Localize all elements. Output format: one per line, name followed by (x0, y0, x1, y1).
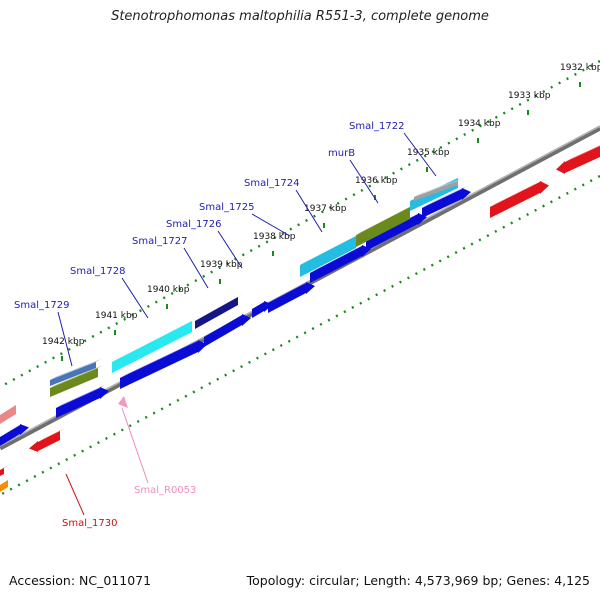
gene-label-smal-1727: Smal_1727 (132, 236, 187, 247)
gene-block-small-fwd (252, 299, 273, 318)
tick-track-lines (0, 59, 600, 497)
accession-text: Accession: NC_011071 (9, 573, 152, 588)
leader-line-smal-1727 (183, 247, 209, 289)
gene-block-1730-rev (29, 428, 65, 452)
gene-block-1724-cog (300, 233, 361, 277)
tick-label-1934: 1934 kbp (458, 119, 501, 129)
gene-label-smal-1728: Smal_1728 (70, 266, 125, 277)
tick-label-1942: 1942 kbp (42, 337, 85, 347)
tick-label-1935: 1935 kbp (407, 148, 450, 158)
gene-block-1729-cog-b (50, 359, 101, 386)
tick-label-1938: 1938 kbp (253, 232, 296, 242)
gene-label-smal-1730: Smal_1730 (62, 518, 117, 529)
rna-marker-r0053 (118, 396, 128, 408)
gene-block-1722-grey (414, 178, 463, 201)
leader-line-murb (349, 159, 379, 204)
gene-label-smal-1729: Smal_1729 (14, 300, 69, 311)
gene-label-smal-r0053: Smal_R0053 (134, 485, 196, 496)
gene-block-1727-cog (195, 294, 243, 329)
leader-line-smal-1724 (295, 189, 323, 233)
gene-block-1726-fwd (204, 312, 251, 347)
leader-line-smal-1730 (65, 473, 85, 516)
tick-label-1939: 1939 kbp (200, 260, 243, 270)
gene-block-1725-fwd (268, 280, 315, 313)
gene-block-1724-fwd (310, 243, 371, 283)
kbp-ticks: 1932 kbp 1933 kbp 1934 kbp 1935 kbp 1936 kbp… (42, 63, 600, 361)
gene-label-smal-1725: Smal_1725 (199, 202, 254, 213)
gene-block-edge-fwd (0, 422, 29, 446)
gene-block-1728-fwd (120, 338, 207, 389)
gene-block-rev-2 (556, 145, 600, 174)
gene-block-edge-pink (0, 402, 21, 424)
gene-label-smal-1726: Smal_1726 (166, 219, 221, 230)
gene-label-smal-1722: Smal_1722 (349, 121, 404, 132)
gene-block-murb-cog (356, 204, 415, 247)
leader-line-smal-1728 (121, 277, 149, 319)
gene-label-smal-1724: Smal_1724 (244, 178, 299, 189)
tick-label-1932: 1932 kbp (560, 63, 600, 73)
leader-line-smal-r0053 (121, 407, 149, 484)
tick-label-1937: 1937 kbp (304, 204, 347, 214)
gene-labels: Smal_1722 murB Smal_1724 Smal_1725 Smal_1726… (14, 121, 437, 529)
tick-label-1940: 1940 kbp (147, 285, 190, 295)
gene-features (0, 145, 600, 492)
lower-tick-track (0, 174, 600, 497)
genome-summary-text: Topology: circular; Length: 4,573,969 bp… (246, 573, 590, 588)
leader-line-smal-1726 (217, 230, 243, 269)
gene-block-rev-edge (0, 465, 9, 476)
upper-tick-track (0, 59, 600, 389)
leader-line-smal-1729 (57, 311, 73, 367)
gene-label-murb: murB (328, 148, 355, 159)
leader-line-smal-1725 (251, 213, 291, 237)
gene-block-1729-fwd (56, 385, 109, 418)
gene-block-1728-cog (112, 318, 197, 373)
tick-label-1933: 1933 kbp (508, 91, 551, 101)
gene-block-edge-orange (0, 477, 13, 492)
tick-label-1941: 1941 kbp (95, 311, 138, 321)
map-title: Stenotrophomonas maltophilia R551-3, com… (111, 9, 489, 24)
leader-line-smal-1722 (403, 132, 437, 177)
gene-block-1729-cog-a (50, 365, 103, 397)
tick-label-1936: 1936 kbp (355, 176, 398, 186)
gene-block-rev-1 (490, 179, 549, 218)
gene-block-1722-fwd (422, 186, 471, 218)
